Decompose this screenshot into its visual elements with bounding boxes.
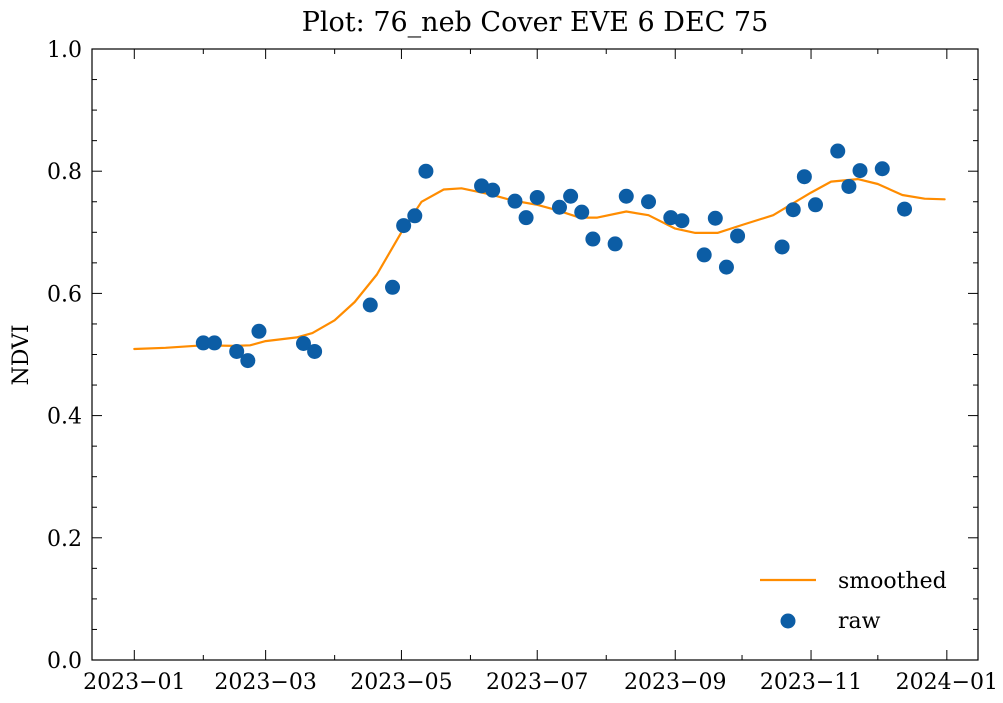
raw-point [407,208,423,224]
raw-point [507,193,523,209]
raw-point [730,228,746,244]
raw-point [229,343,245,359]
raw-point [852,163,868,179]
raw-point [195,335,211,351]
y-tick-label: 0.6 [47,282,82,307]
raw-point [807,197,823,213]
y-tick-label: 0.8 [47,160,82,185]
x-tick-label: 2023−03 [214,670,316,695]
x-tick-label: 2023−09 [624,670,726,695]
raw-point [707,210,723,226]
raw-point [618,188,634,204]
legend-smoothed-label: smoothed [838,569,947,594]
raw-point [830,143,846,159]
raw-point [574,204,590,220]
raw-point [718,259,734,275]
raw-point [551,199,567,215]
raw-point [251,323,267,339]
x-tick-label: 2023−07 [486,670,588,695]
y-tick-label: 0.2 [47,527,82,552]
x-tick-label: 2024−01 [896,670,998,695]
raw-point [529,189,545,205]
raw-point [607,236,623,252]
raw-point [206,335,222,351]
plot-area: 2023−01 2023−03 2023−05 2023−07 2023−09 2023−… [47,38,998,695]
legend-raw-swatch [780,613,796,629]
raw-point [418,163,434,179]
raw-point [396,218,412,234]
raw-point [518,210,534,226]
raw-point [641,194,657,210]
raw-point [295,336,311,352]
raw-point [897,201,913,217]
raw-point [362,297,378,313]
chart-title: Plot: 76_neb Cover EVE 6 DEC 75 [302,7,769,38]
y-axis-label: NDVI [9,324,34,385]
raw-point [785,202,801,218]
raw-point [674,213,690,229]
raw-point [485,182,501,198]
raw-point [563,188,579,204]
legend-raw-label: raw [838,609,881,634]
raw-point [774,239,790,255]
raw-point [585,231,601,247]
raw-point [696,247,712,263]
raw-point [841,178,857,194]
raw-point [385,279,401,295]
y-tick-label: 0.4 [47,405,82,430]
raw-point [240,353,256,369]
raw-point [874,161,890,177]
legend: smoothed raw [760,569,947,634]
plot-frame [91,48,979,661]
x-tick-label: 2023−05 [350,670,452,695]
raw-point [796,169,812,185]
y-tick-label: 0.0 [47,649,82,674]
raw-point [307,343,323,359]
y-tick-label: 1.0 [47,38,82,63]
x-tick-label: 2023−01 [83,670,185,695]
x-tick-label: 2023−11 [760,670,862,695]
